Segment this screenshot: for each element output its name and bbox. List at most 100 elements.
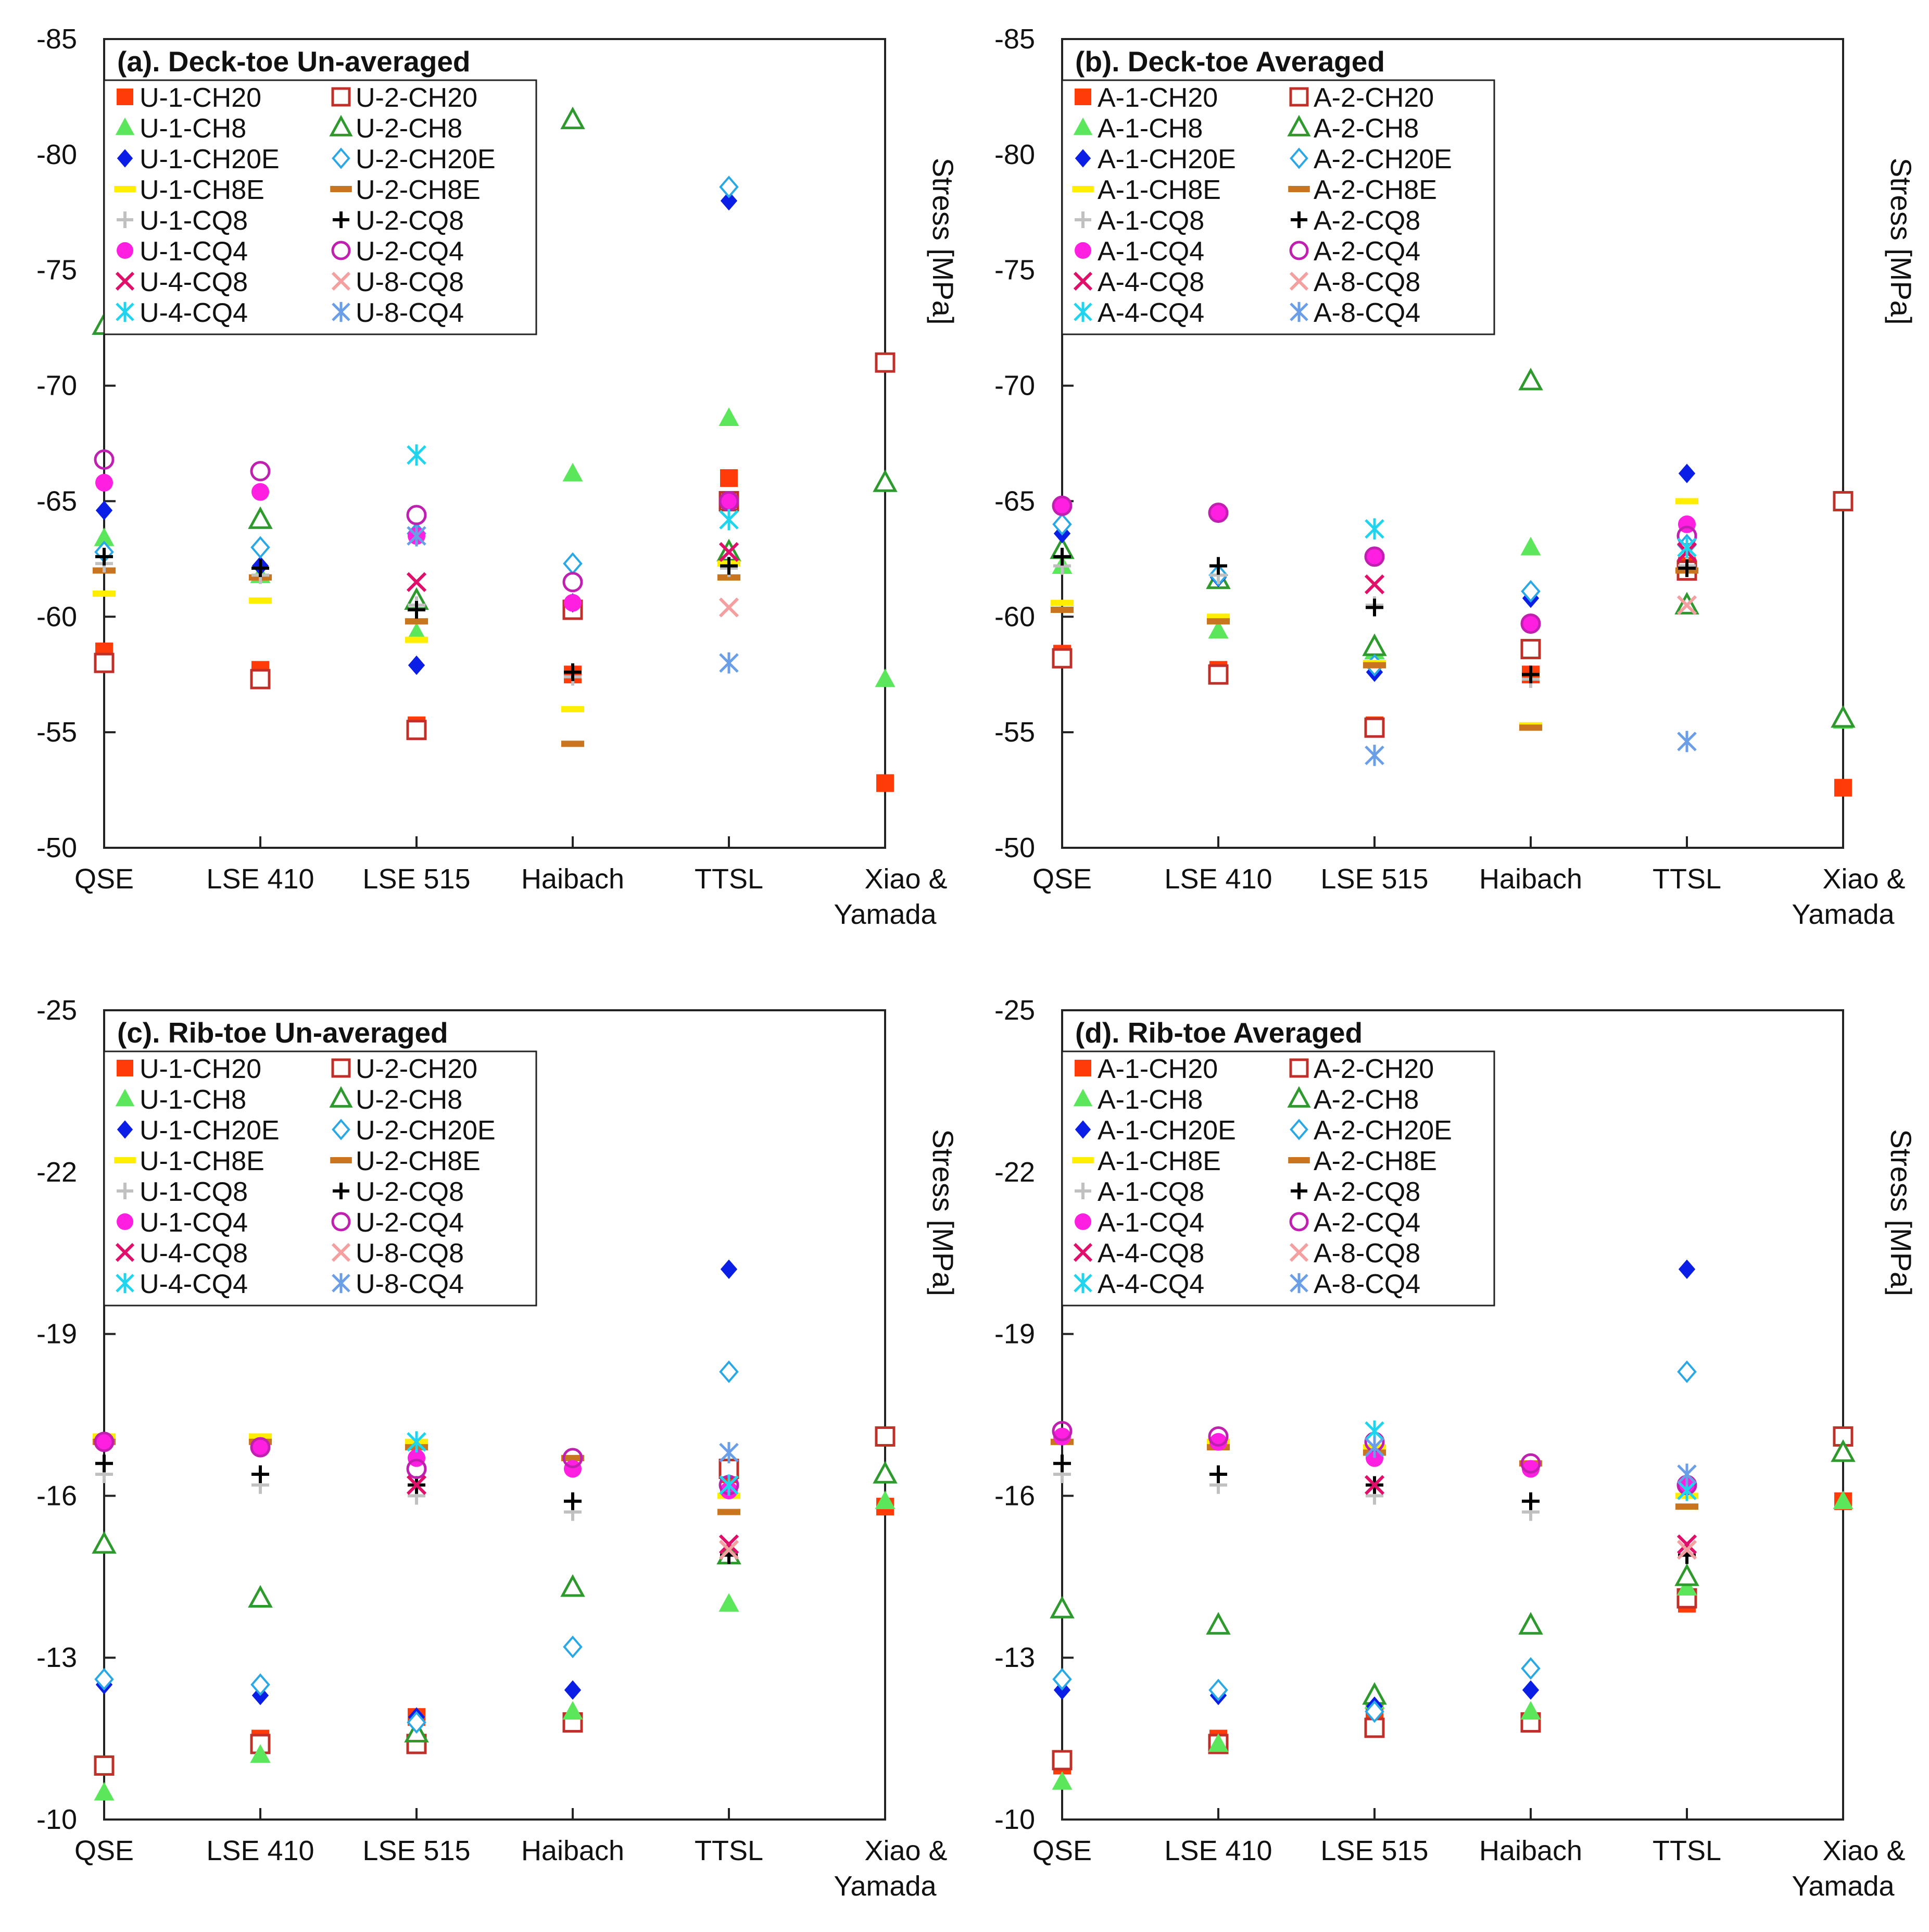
point-a-1-cq4 — [1053, 1427, 1071, 1446]
x-tick-label: QSE — [1032, 863, 1092, 895]
legend-label: U-4-CQ8 — [140, 267, 248, 297]
point-a-1-ch8 — [1520, 1701, 1541, 1720]
legend-label: A-1-CQ8 — [1098, 206, 1204, 236]
legend-marker-a-1-ch20e — [1075, 149, 1091, 168]
y-tick-label: -60 — [36, 601, 77, 632]
point-a-2-ch8e — [1363, 662, 1386, 669]
legend-label: A-4-CQ8 — [1098, 1238, 1204, 1269]
point-a-2-ch8 — [1674, 1563, 1699, 1586]
point-a-2-cq4 — [1520, 1453, 1541, 1474]
chart-title: (a). Deck-toe Un-averaged — [117, 45, 471, 78]
legend-marker-u-2-ch8e — [330, 1157, 352, 1163]
x-tick-label: LSE 410 — [1164, 863, 1272, 895]
y-tick-label: -70 — [36, 370, 77, 402]
legend-marker-u-1-ch20 — [117, 1060, 133, 1076]
legend-marker-u-2-ch20 — [331, 1058, 351, 1078]
point-u-1-ch20e — [95, 500, 113, 520]
legend-marker-a-2-cq8 — [1291, 211, 1307, 228]
plot-frame — [1061, 38, 1844, 849]
point-a-1-ch8e — [1675, 498, 1699, 505]
legend-marker-u-2-ch8e — [330, 186, 352, 192]
y-tick-label: -55 — [36, 717, 77, 748]
point-u-4-cq8 — [406, 1475, 427, 1495]
legend-label: A-1-CQ4 — [1098, 1208, 1204, 1238]
point-a-8-cq8 — [1676, 1539, 1697, 1560]
legend-box — [103, 79, 537, 335]
point-a-1-cq4 — [1209, 504, 1227, 522]
legend-label: A-2-CH20E — [1314, 1115, 1452, 1146]
point-u-1-ch8 — [250, 1744, 271, 1763]
point-u-2-ch8 — [873, 1461, 898, 1484]
point-u-2-cq4 — [94, 449, 115, 470]
point-a-1-ch20e — [1678, 463, 1696, 483]
x-tick-label: TTSL — [695, 1835, 763, 1866]
plot-frame — [1061, 1009, 1844, 1821]
point-a-1-ch20e — [1522, 1680, 1540, 1700]
legend-label: U-1-CH20E — [140, 144, 280, 174]
point-a-1-cq4 — [1366, 1449, 1383, 1467]
point-u-2-ch20 — [875, 352, 896, 373]
point-u-2-ch8 — [560, 1574, 585, 1597]
point-a-2-ch20 — [1833, 491, 1854, 511]
x-tick-label: QSE — [74, 1835, 134, 1866]
legend-label: A-2-CH8 — [1314, 114, 1419, 144]
x-tick-label: Haibach — [521, 1835, 624, 1866]
point-u-2-ch20e — [563, 1635, 583, 1659]
legend-label: U-8-CQ8 — [356, 1238, 464, 1269]
y-tick-label: -22 — [36, 1157, 77, 1188]
point-u-1-ch20e — [564, 1680, 582, 1700]
point-u-1-ch8e — [561, 706, 585, 712]
legend-marker-a-8-cq8 — [1289, 1243, 1309, 1262]
point-u-1-ch8 — [94, 1782, 115, 1801]
point-u-2-cq8 — [251, 559, 269, 578]
point-a-1-cq4 — [1053, 497, 1071, 515]
legend-label: U-2-CH8 — [356, 114, 462, 144]
legend-marker-a-8-cq4 — [1290, 302, 1308, 322]
chart-title: (c). Rib-toe Un-averaged — [117, 1017, 448, 1049]
legend-marker-a-4-cq4 — [1074, 302, 1092, 322]
legend-marker-u-4-cq8 — [115, 271, 135, 291]
legend-marker-u-1-ch8 — [115, 117, 135, 135]
legend-marker-u-2-cq4 — [331, 241, 351, 260]
plot-frame — [103, 1009, 886, 1821]
point-a-2-ch20 — [1052, 648, 1073, 669]
legend-marker-a-1-ch8e — [1072, 186, 1094, 192]
legend-marker-a-4-cq4 — [1074, 1273, 1092, 1294]
point-u-2-cq8 — [251, 1465, 269, 1483]
legend-label: A-2-CQ8 — [1314, 1177, 1420, 1207]
legend-label: A-2-CQ4 — [1314, 1208, 1420, 1238]
point-u-2-cq8 — [564, 1492, 582, 1510]
x-tick-label: QSE — [1032, 1835, 1092, 1866]
y-tick-label: -75 — [994, 255, 1035, 286]
y-tick-label: -19 — [36, 1319, 77, 1350]
legend-marker-u-2-ch20e — [332, 147, 350, 169]
legend-marker-u-8-cq8 — [331, 1243, 351, 1262]
legend-label: A-8-CQ8 — [1314, 267, 1420, 297]
point-u-2-ch8 — [248, 506, 273, 529]
legend-label: A-1-CH20 — [1098, 1054, 1218, 1084]
legend-box — [1061, 79, 1495, 335]
legend-marker-a-1-ch8 — [1073, 117, 1093, 135]
legend-label: U-8-CQ4 — [356, 1269, 464, 1299]
x-tick-label: Xiao & Yamada — [1792, 1835, 1905, 1902]
legend-marker-u-8-cq4 — [332, 302, 350, 322]
point-a-1-ch8 — [1208, 1733, 1229, 1752]
legend-label: U-4-CQ4 — [140, 298, 248, 328]
legend-label: U-1-CQ8 — [140, 1177, 248, 1207]
point-u-2-cq4 — [94, 1432, 115, 1452]
point-u-1-ch8 — [562, 1701, 583, 1720]
legend-label: A-8-CQ4 — [1314, 1269, 1420, 1299]
legend-label: A-1-CH20E — [1098, 144, 1236, 174]
x-tick-label: LSE 515 — [1320, 1835, 1428, 1866]
point-a-2-cq8 — [1209, 1465, 1227, 1483]
point-u-8-cq4 — [719, 652, 739, 674]
y-tick-label: -75 — [36, 255, 77, 286]
point-u-1-ch8e — [248, 597, 272, 604]
y-axis-label: Stress [MPa] — [1885, 158, 1918, 325]
y-axis-label: Stress [MPa] — [1885, 1129, 1918, 1296]
chart-title: (b). Deck-toe Averaged — [1075, 45, 1385, 78]
point-u-2-ch20e — [407, 1711, 426, 1734]
